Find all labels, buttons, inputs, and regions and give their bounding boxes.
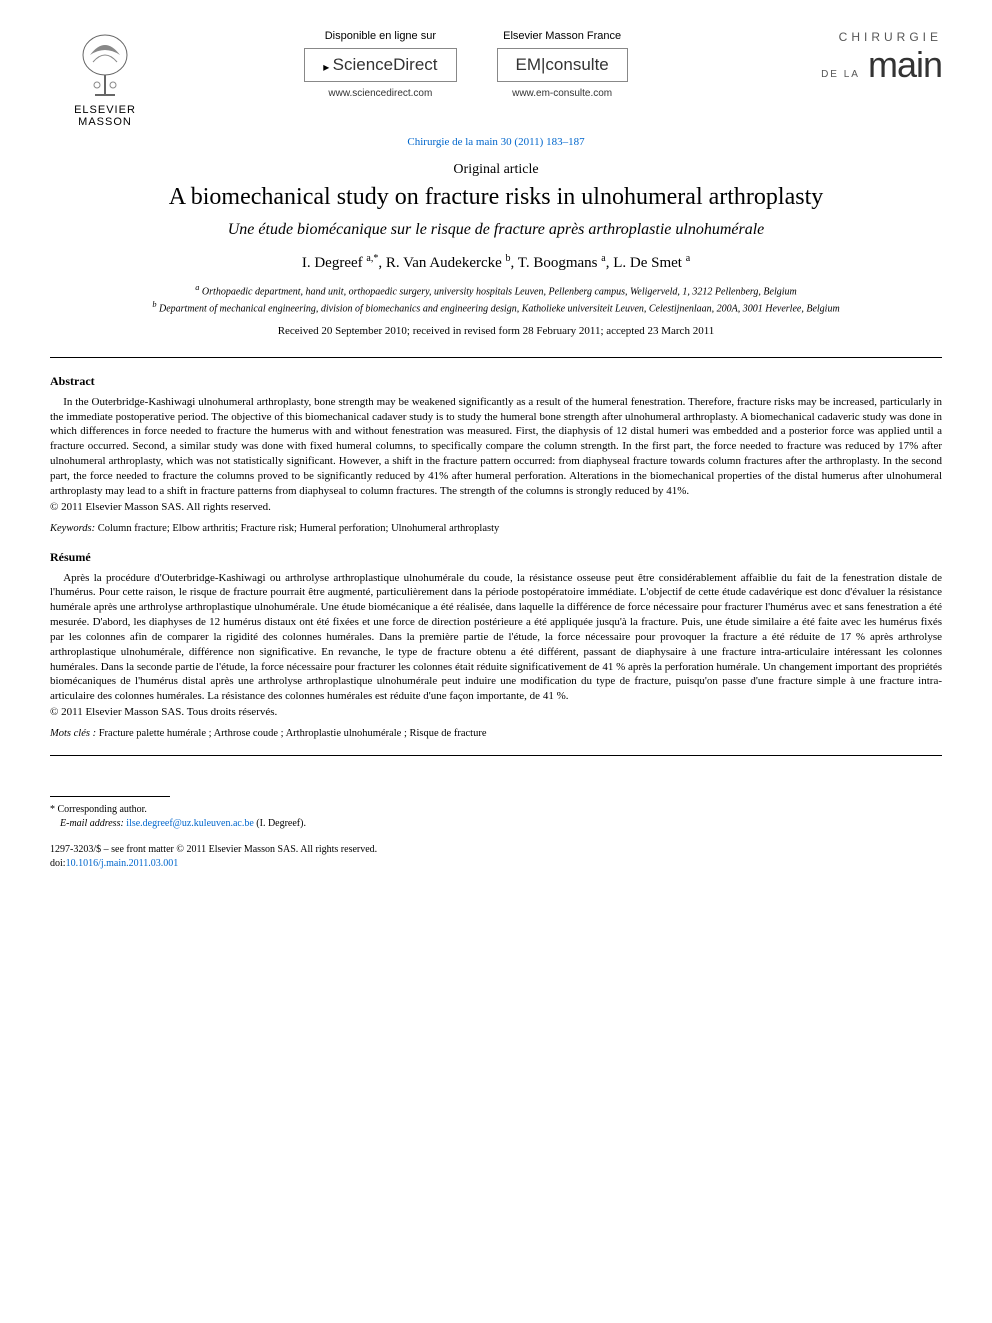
email-label: E-mail address: [60, 818, 124, 829]
keywords-list-fr: Fracture palette humérale ; Arthrose cou… [99, 728, 487, 739]
doi-label: doi: [50, 858, 66, 869]
email-line: E-mail address: ilse.degreef@uz.kuleuven… [50, 817, 942, 831]
divider [50, 357, 942, 358]
abstract-heading-en: Abstract [50, 374, 942, 389]
emconsulte-label: Elsevier Masson France [497, 30, 628, 42]
abstract-heading-fr: Résumé [50, 550, 942, 565]
sciencedirect-url[interactable]: www.sciencedirect.com [304, 88, 456, 99]
emconsulte-block: Elsevier Masson France EM|consulte www.e… [497, 30, 628, 99]
front-matter-line: 1297-3203/$ – see front matter © 2011 El… [50, 843, 942, 857]
journal-logo: CHIRURGIE DE LA main [772, 30, 942, 86]
journal-logo-main: main [868, 44, 942, 86]
sciencedirect-brand[interactable]: ▸ ScienceDirect [304, 48, 456, 82]
keywords-en: Keywords: Column fracture; Elbow arthrit… [50, 523, 942, 534]
emconsulte-brand[interactable]: EM|consulte [497, 48, 628, 82]
keywords-list-en: Column fracture; Elbow arthritis; Fractu… [98, 523, 500, 534]
abstract-body-en: In the Outerbridge-Kashiwagi ulnohumeral… [50, 395, 942, 499]
keywords-fr: Mots clés : Fracture palette humérale ; … [50, 728, 942, 739]
author-list: I. Degreef a,*, R. Van Audekercke b, T. … [50, 253, 942, 272]
copyright-fr: © 2011 Elsevier Masson SAS. Tous droits … [50, 706, 942, 718]
journal-logo-line1: CHIRURGIE [772, 30, 942, 44]
online-availability: Disponible en ligne sur ▸ ScienceDirect … [160, 30, 772, 99]
doi-link[interactable]: 10.1016/j.main.2011.03.001 [66, 858, 179, 869]
affiliation-a: a Orthopaedic department, hand unit, ort… [50, 282, 942, 299]
abstract-body-fr: Après la procédure d'Outerbridge-Kashiwa… [50, 571, 942, 705]
article-title-english: A biomechanical study on fracture risks … [50, 184, 942, 211]
divider-bottom [50, 755, 942, 756]
journal-logo-line2: DE LA [821, 69, 860, 80]
keywords-label-fr: Mots clés : [50, 728, 96, 739]
email-person: (I. Degreef). [256, 818, 306, 829]
elsevier-logo-icon [75, 30, 135, 100]
publisher-name: ELSEVIER MASSON [74, 104, 136, 128]
copyright-en: © 2011 Elsevier Masson SAS. All rights r… [50, 501, 942, 513]
citation-line[interactable]: Chirurgie de la main 30 (2011) 183–187 [50, 136, 942, 148]
header-row: ELSEVIER MASSON Disponible en ligne sur … [50, 30, 942, 128]
corresponding-author: * Corresponding author. [50, 803, 942, 817]
footnote-separator [50, 796, 170, 797]
article-title-french: Une étude biomécanique sur le risque de … [50, 221, 942, 239]
sciencedirect-label: Disponible en ligne sur [304, 30, 456, 42]
article-dates: Received 20 September 2010; received in … [50, 325, 942, 337]
affiliations: a Orthopaedic department, hand unit, ort… [50, 282, 942, 317]
article-type: Original article [50, 162, 942, 178]
corresponding-email-link[interactable]: ilse.degreef@uz.kuleuven.ac.be [126, 818, 253, 829]
emconsulte-url[interactable]: www.em-consulte.com [497, 88, 628, 99]
affiliation-b: b Department of mechanical engineering, … [50, 299, 942, 316]
sciencedirect-block: Disponible en ligne sur ▸ ScienceDirect … [304, 30, 456, 99]
doi-block: 1297-3203/$ – see front matter © 2011 El… [50, 843, 942, 871]
keywords-label-en: Keywords: [50, 523, 95, 534]
publisher-block: ELSEVIER MASSON [50, 30, 160, 128]
